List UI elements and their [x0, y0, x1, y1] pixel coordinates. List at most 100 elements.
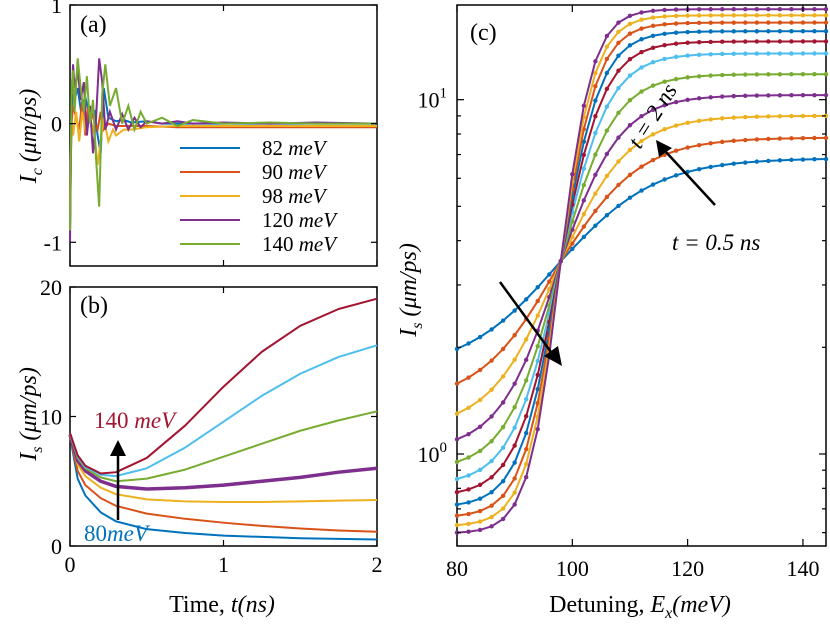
panel-c-marker: [685, 29, 690, 35]
panel-c-marker: [593, 172, 598, 178]
panel-c-marker: [662, 103, 667, 108]
panel-c-marker: [708, 7, 713, 12]
panel-c-label: (c): [470, 20, 497, 46]
panel-c-marker: [547, 279, 552, 284]
panel-c-marker: [673, 30, 679, 35]
panel-c-marker: [523, 474, 529, 480]
panel-c-arrowhead-upper: [656, 140, 672, 157]
panel-c-marker: [616, 110, 621, 116]
panel-c-marker: [616, 40, 621, 45]
panel-c-marker: [477, 508, 483, 514]
panel-c-marker: [673, 99, 679, 105]
panel-b-ylabel: Is (μm/ps): [16, 367, 46, 462]
panel-c-marker: [754, 39, 760, 44]
panel-c-marker: [477, 397, 483, 403]
panel-c-marker: [673, 123, 679, 128]
panel-c-series-9: [456, 21, 827, 517]
panel-c-marker: [789, 13, 794, 18]
panel-a-series-140: [69, 58, 377, 231]
panel-a-ylabel: Ic (μm/ps): [16, 89, 46, 184]
panel-b-series-140-meV: [69, 297, 378, 475]
panel-c-marker: [466, 529, 471, 534]
panel-c-arrow-upper: [665, 151, 716, 206]
panel-c-marker: [812, 7, 817, 12]
panel-c-marker: [708, 141, 713, 146]
panel-c-marker: [766, 20, 771, 25]
panel-c-marker: [489, 414, 494, 419]
panel-c-marker: [766, 13, 771, 18]
panel-c-marker: [673, 173, 679, 178]
panel-c-marker: [708, 29, 713, 34]
panel-c-marker: [639, 114, 644, 119]
panel-c-marker: [777, 13, 783, 18]
panel-c-marker: [535, 298, 540, 304]
panel-c-marker: [720, 162, 725, 168]
panel-c-series-5-markers: [454, 71, 829, 465]
panel-c-marker: [593, 130, 598, 136]
panel-c-marker: [627, 31, 633, 36]
panel-c-marker: [616, 85, 621, 91]
panel-c-xlabel: Detuning, Ex(meV): [549, 592, 731, 622]
panel-b-ytick-label: 20: [40, 275, 62, 300]
panel-c-marker: [685, 97, 690, 103]
panel-b-xtick-label: 0: [65, 552, 76, 577]
panel-c-xtick-label: 120: [671, 556, 704, 581]
panel-c-marker: [616, 182, 621, 188]
panel-c-marker: [766, 39, 771, 44]
panel-c-marker: [662, 127, 667, 132]
panel-c-marker: [477, 448, 483, 454]
panel-c-marker: [523, 396, 529, 402]
panel-a-legend-label: 98 meV: [262, 184, 328, 208]
panel-c-marker: [627, 13, 633, 19]
panel-c-marker: [766, 93, 771, 98]
panel-c-marker: [754, 29, 760, 34]
panel-c-xtick-label: 100: [556, 556, 589, 581]
panel-c-marker: [708, 164, 713, 170]
panel-c-marker: [812, 135, 817, 141]
panel-c-marker: [616, 203, 621, 209]
panel-c-marker: [823, 51, 829, 56]
panel-c-marker: [800, 39, 806, 44]
panel-c-marker: [743, 29, 748, 34]
panel-c-marker: [593, 98, 598, 103]
panel-c-marker: [466, 341, 471, 346]
panel-c-marker: [708, 117, 713, 122]
panel-a-ticks: -1 0 1: [44, 0, 378, 266]
panel-c-marker: [593, 223, 598, 228]
panel-c-marker: [650, 15, 656, 20]
panel-c-marker: [627, 172, 633, 178]
panel-c-ytick-label: 100: [418, 440, 448, 467]
panel-c-marker: [512, 443, 517, 448]
panel-c-marker: [754, 72, 760, 77]
panel-a-ytick-label: 0: [51, 112, 62, 137]
panel-c-marker: [593, 59, 598, 64]
panel-c-marker: [685, 40, 690, 45]
panel-c-marker: [523, 378, 529, 383]
panel-c-marker: [800, 20, 806, 25]
panel-c-marker: [777, 93, 783, 98]
panel-c-marker: [523, 337, 529, 342]
panel-c-marker: [500, 400, 506, 405]
panel-c-marker: [512, 332, 517, 338]
panel-c-marker: [616, 29, 621, 35]
panel-c-marker: [720, 94, 725, 99]
panel-c-marker: [466, 375, 471, 380]
panel-c-marker: [604, 70, 610, 76]
panel-a-plot-area: [69, 58, 378, 243]
panel-c-marker: [754, 51, 760, 56]
panel-c-marker: [581, 139, 587, 144]
panel-c-marker: [466, 431, 471, 437]
panel-c-marker: [823, 7, 829, 12]
panel-c-marker: [454, 502, 460, 507]
panel-c-marker: [696, 166, 702, 172]
panel-c-marker: [708, 52, 713, 57]
panel-c-series-3-markers: [454, 113, 829, 416]
panel-c-marker: [720, 72, 725, 78]
panel-c-marker: [512, 405, 517, 410]
panel-c-marker: [650, 132, 656, 137]
panel-c-marker: [708, 13, 713, 18]
panel-c-marker: [743, 51, 748, 56]
panel-a-legend-label: 140 meV: [262, 232, 338, 256]
panel-c-marker: [662, 7, 667, 13]
panel-c-marker: [535, 372, 540, 378]
